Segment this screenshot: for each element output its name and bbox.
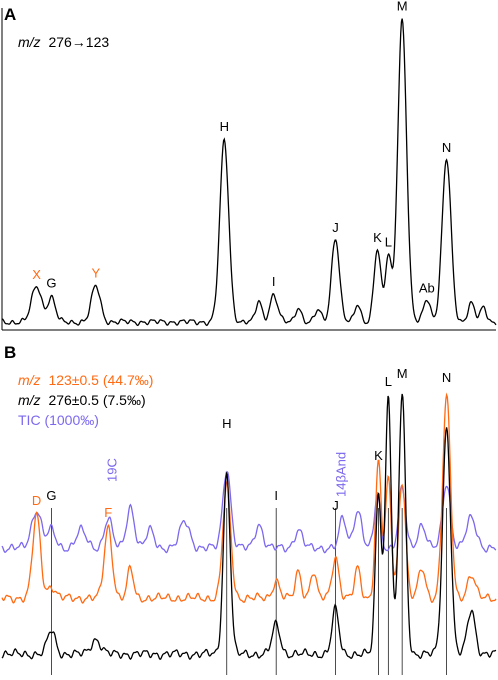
panel-a-peak-label-n: N [442, 140, 451, 155]
panel-b-guide-lines [51, 508, 447, 675]
legend-orange-prefix: m/z [18, 372, 41, 388]
panel-a-legend: m/z 276→123 [18, 34, 109, 50]
panel-a: A m/z 276→123 XG Y H I J K L M Ab N [1, 0, 497, 331]
panel-b-peak-label-4: H [222, 416, 231, 431]
legend-purple-text: TIC (1000‰) [18, 412, 99, 428]
panel-a-peak-label-ab: Ab [419, 281, 435, 296]
panel-a-peak-label-y: Y [92, 265, 101, 280]
panel-a-peak-label-g: G [46, 275, 56, 290]
panel-b-peak-label-5: I [274, 488, 278, 503]
panel-b: B m/z 123±0.5 (44.7‰) m/z 276±0.5 (7.5‰)… [1, 343, 497, 675]
panel-a-peak-label-k: K [373, 230, 382, 245]
panel-a-peak-labels: XG Y H I J K L M Ab N [32, 0, 451, 296]
panel-b-peak-label-3: 19C [105, 458, 120, 482]
panel-a-series [1, 18, 497, 327]
panel-b-peak-label-6: J [332, 498, 339, 513]
legend-black-text: 276±0.5 (7.5‰) [48, 392, 145, 408]
panel-a-letter: A [4, 5, 16, 24]
panel-a-legend-text: 276→123 [48, 34, 109, 50]
panel-b-peak-label-9: L [385, 374, 392, 389]
panel-b-peak-label-8: K [374, 448, 383, 463]
panel-a-trace [1, 18, 497, 327]
panel-a-peak-label-i: I [272, 274, 276, 289]
panel-b-peak-label-1: G [46, 488, 56, 503]
panel-b-mz276-trace [1, 393, 497, 661]
panel-b-peak-label-0: D [32, 493, 41, 508]
panel-a-legend-prefix: m/z [18, 34, 41, 50]
panel-b-series [1, 392, 497, 661]
panel-b-legend: m/z 123±0.5 (44.7‰) m/z 276±0.5 (7.5‰) T… [18, 372, 153, 428]
legend-orange-text: 123±0.5 (44.7‰) [48, 372, 153, 388]
panel-b-peak-label-2: F [104, 505, 112, 520]
panel-b-mz123-trace [1, 392, 497, 604]
panel-b-legend-purple: TIC (1000‰) [18, 412, 99, 428]
panel-b-peak-label-10: M [397, 366, 408, 381]
panel-a-peak-label-x: X [32, 267, 41, 282]
panel-b-legend-orange: m/z 123±0.5 (44.7‰) [18, 372, 153, 388]
panel-a-peak-label-h: H [220, 119, 229, 134]
panel-a-peak-label-j: J [332, 220, 339, 235]
panel-a-peak-label-l: L [385, 234, 392, 249]
panel-b-peak-label-11: N [442, 370, 451, 385]
panel-b-tic-trace [1, 470, 497, 554]
panel-b-peak-label-7: 14βAnd [333, 452, 348, 497]
panel-a-axes [1, 8, 496, 331]
panel-a-peak-label-m: M [397, 0, 408, 14]
panel-b-legend-black: m/z 276±0.5 (7.5‰) [18, 392, 146, 408]
panel-b-letter: B [4, 343, 16, 362]
legend-black-prefix: m/z [18, 392, 41, 408]
